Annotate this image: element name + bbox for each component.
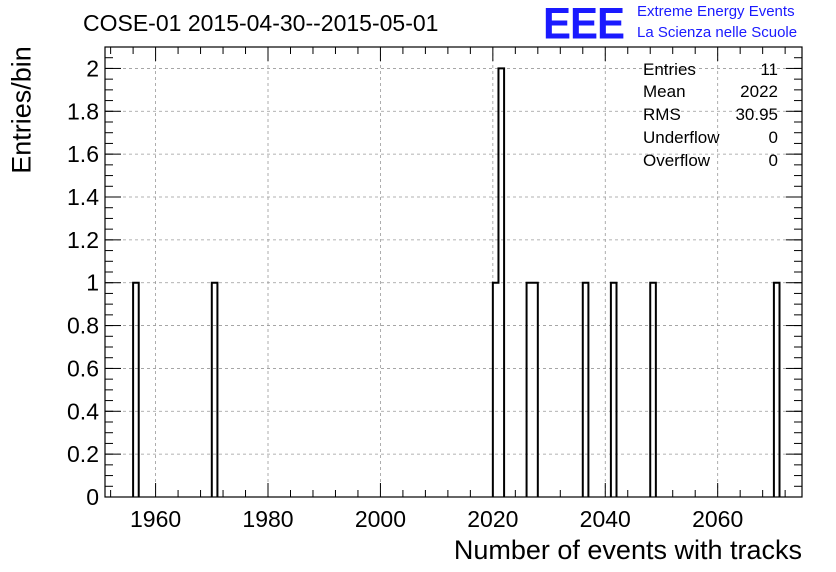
histogram-bin-group <box>609 281 618 497</box>
histogram-bin <box>774 283 780 497</box>
histogram-bars <box>132 67 781 497</box>
chart-title: COSE-01 2015-04-30--2015-05-01 <box>83 10 439 36</box>
stat-value-underflow: 0 <box>768 128 778 147</box>
eee-logo: EEE <box>543 0 625 49</box>
stat-value-entries: 11 <box>760 60 778 79</box>
stat-value-overflow: 0 <box>768 151 778 170</box>
x-tick-label: 2000 <box>355 506 406 532</box>
y-axis-label: Entries/bin <box>6 46 37 174</box>
stat-label-overflow: Overflow <box>643 151 711 170</box>
histogram-bin <box>527 283 533 497</box>
y-tick-label: 1.8 <box>67 98 99 124</box>
histogram-bin <box>212 283 218 497</box>
histogram-bin-group <box>649 281 657 497</box>
stat-value-rms: 30.95 <box>735 105 778 124</box>
y-tick-label: 0.2 <box>67 441 99 467</box>
y-tick-label: 0.6 <box>67 355 99 381</box>
y-tick-label: 0.8 <box>67 313 99 339</box>
histogram-bin <box>532 283 538 497</box>
histogram-bin-group <box>772 281 781 497</box>
x-tick-label: 2020 <box>467 506 518 532</box>
x-tick-label: 2060 <box>692 506 743 532</box>
axis-ticks <box>105 46 802 498</box>
x-tick-label: 1980 <box>242 506 293 532</box>
histogram-bin-group <box>581 281 590 497</box>
histogram-bin <box>498 68 504 497</box>
tick-labels: 0 0.2 0.4 0.6 0.8 1 1.2 1.4 1.6 1.8 2 1960 1980 2000 2… <box>67 55 743 532</box>
y-tick-label: 1.6 <box>67 141 99 167</box>
stat-label-underflow: Underflow <box>643 128 720 147</box>
histogram-bin <box>611 283 617 497</box>
y-tick-label: 0 <box>86 484 99 510</box>
stat-label-rms: RMS <box>643 105 681 124</box>
y-tick-label: 0.4 <box>67 398 99 424</box>
stat-label-mean: Mean <box>643 82 686 101</box>
y-tick-label: 1 <box>86 270 99 296</box>
x-tick-label: 1960 <box>130 506 181 532</box>
histogram-bin <box>133 283 139 497</box>
grid-lines <box>105 47 802 497</box>
stat-label-entries: Entries <box>643 60 696 79</box>
logo-subtitle-line2: La Scienza nelle Scuole <box>637 24 798 41</box>
plot-frame <box>104 46 803 498</box>
histogram-bin-group <box>491 67 506 497</box>
histogram-bin <box>650 283 656 497</box>
x-tick-label: 2040 <box>580 506 631 532</box>
logo-subtitle-line1: Extreme Energy Events <box>637 3 795 20</box>
y-tick-label: 1.4 <box>67 184 99 210</box>
x-axis-label: Number of events with tracks <box>453 535 802 565</box>
stat-value-mean: 2022 <box>740 82 778 101</box>
histogram-bin-group <box>525 281 539 497</box>
histogram-bin <box>493 283 499 497</box>
y-tick-label: 2 <box>86 55 99 81</box>
histogram-bin-group <box>132 281 140 497</box>
histogram-bin-group <box>210 281 219 497</box>
histogram-bin <box>583 283 589 497</box>
y-tick-label: 1.2 <box>67 227 99 253</box>
